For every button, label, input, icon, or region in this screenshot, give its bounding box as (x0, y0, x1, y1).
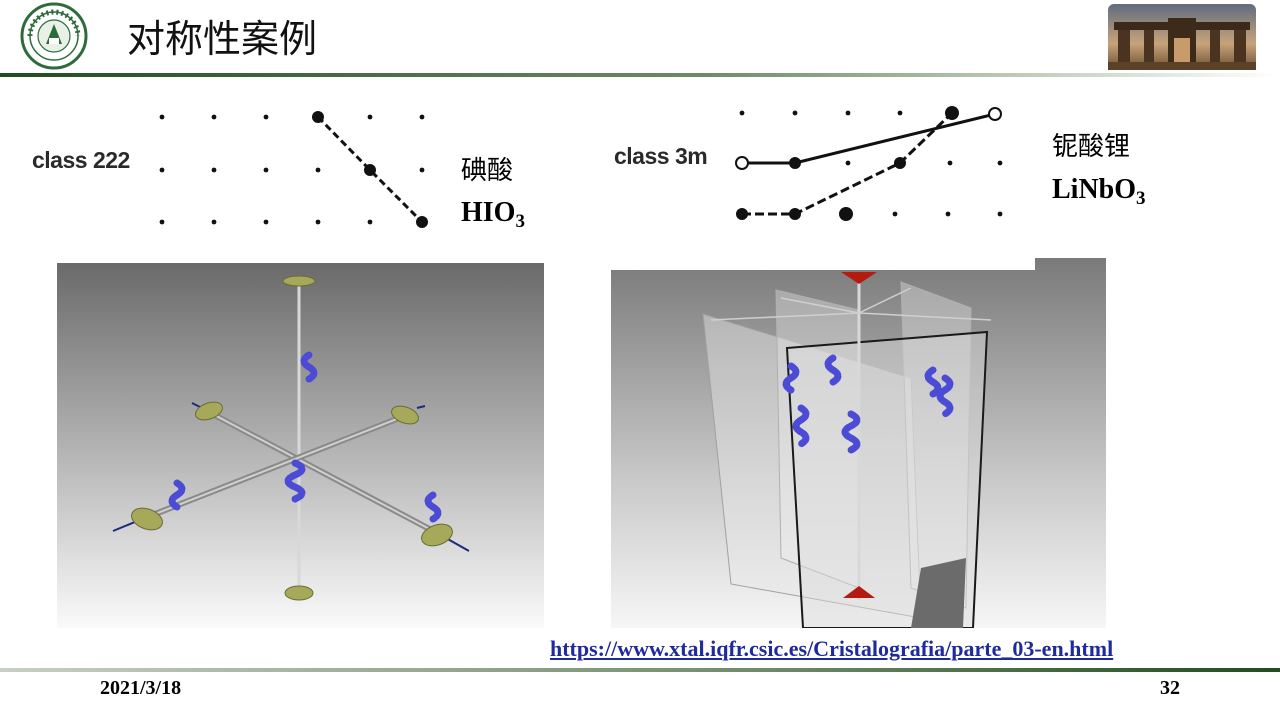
class-222-lattice-diagram (20, 95, 580, 250)
source-link[interactable]: https://www.xtal.iqfr.csic.es/Cristalogr… (550, 636, 1114, 661)
campus-gate-photo-icon (1108, 4, 1256, 70)
page-title: 对称性案例 (127, 17, 318, 61)
lithium-niobate-formula: LiNbO3 (1052, 174, 1146, 209)
class-222-label: class 222 (32, 147, 130, 173)
university-seal-icon (20, 2, 88, 70)
class-3m-label: class 3m (614, 143, 708, 169)
lattice-dots (159, 114, 425, 225)
header-divider (0, 73, 1280, 77)
iodic-acid-name: 碘酸 (461, 156, 514, 186)
rotation-axes-222-render-icon (57, 263, 544, 628)
page-number: 32 (1160, 677, 1180, 699)
iodic-acid-formula: HIO3 (461, 197, 525, 232)
class-3m-lattice-diagram (590, 78, 1035, 258)
mirror-planes-3m-render-icon (611, 258, 1106, 628)
footer-divider (0, 668, 1280, 672)
slide-date: 2021/3/18 (100, 677, 182, 699)
lattice-dots (739, 110, 1003, 217)
lithium-niobate-name: 铌酸锂 (1052, 132, 1131, 162)
